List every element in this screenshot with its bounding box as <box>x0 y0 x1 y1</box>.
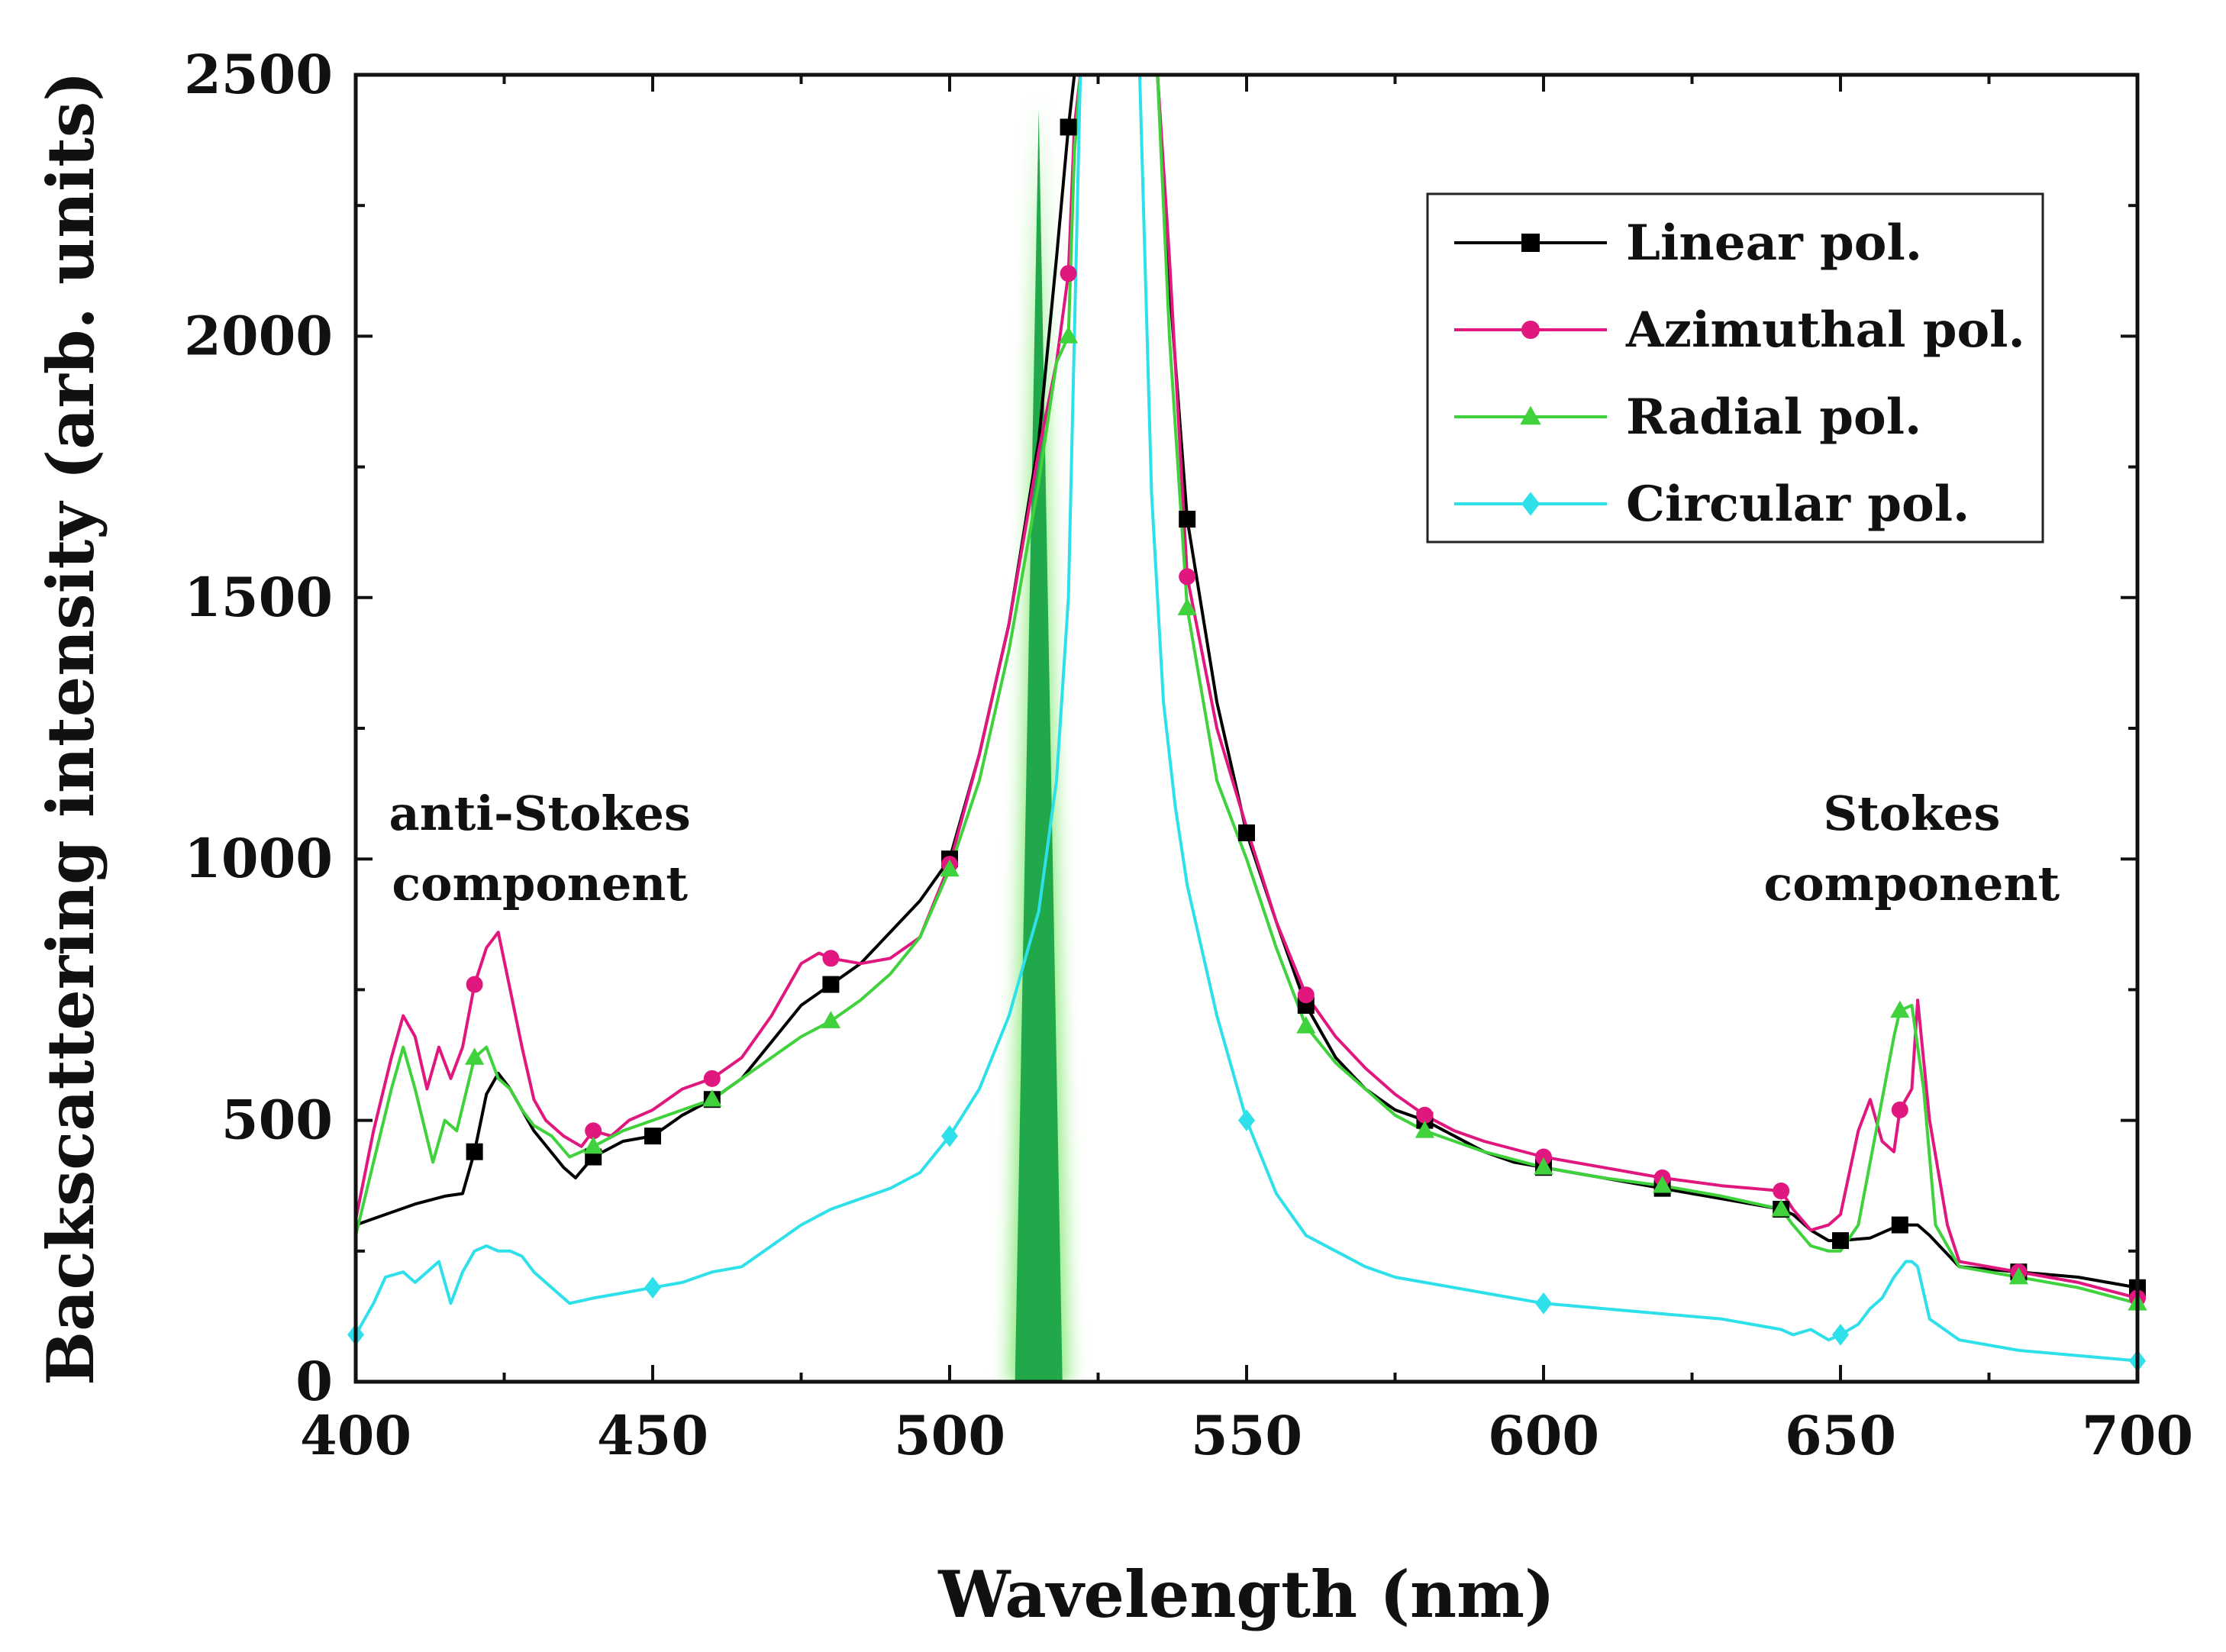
x-tick-label: 400 <box>300 1404 411 1467</box>
series-2-marker <box>1415 1121 1435 1138</box>
series-2-marker <box>1058 326 1079 344</box>
series-1-marker <box>466 976 483 993</box>
series-2-marker <box>1652 1176 1673 1193</box>
series-2-marker <box>702 1089 722 1107</box>
y-tick-label: 500 <box>221 1089 333 1152</box>
axis-ticks: 400 450 500 550 600 650 700 0 500 1000 1500 2000 250… <box>184 43 2193 1467</box>
series-3-marker <box>1238 1109 1255 1131</box>
x-tick-label: 550 <box>1191 1404 1302 1467</box>
annotations: anti-Stokes component Stokes component <box>389 786 2060 912</box>
series-1-marker <box>1297 986 1315 1004</box>
annotation-line: component <box>1764 856 2060 912</box>
x-tick-label: 700 <box>2082 1404 2193 1467</box>
series-3-marker <box>644 1276 661 1299</box>
legend: Linear pol. Azimuthal pol. Radial pol. Circ… <box>1426 192 2044 544</box>
series-3-marker <box>1832 1324 1849 1346</box>
legend-marker <box>1520 405 1541 425</box>
annotation-line: Stokes <box>1823 786 2000 841</box>
series-1-marker <box>1416 1106 1434 1124</box>
excitation-band-peak <box>1015 109 1063 1382</box>
y-tick-label: 0 <box>295 1350 333 1413</box>
series-0-marker <box>1179 511 1196 528</box>
x-axis-title: Wavelength (nm) <box>937 1557 1554 1632</box>
legend-label: Linear pol. <box>1626 215 1922 272</box>
series-1-marker <box>585 1122 602 1140</box>
legend-marker <box>1521 492 1540 516</box>
series-2-marker <box>583 1136 603 1154</box>
y-tick-label: 1000 <box>184 827 333 890</box>
legend-label: Azimuthal pol. <box>1625 302 2025 359</box>
legend-marker <box>1521 234 1540 252</box>
y-tick-label: 2000 <box>184 304 333 367</box>
series-0-marker <box>1832 1232 1849 1250</box>
y-tick-label: 1500 <box>184 566 333 629</box>
annotation-stokes: Stokes component <box>1764 786 2060 912</box>
series-0-marker <box>466 1143 483 1160</box>
series-line-2 <box>356 75 2137 1305</box>
x-tick-label: 650 <box>1785 1404 1896 1467</box>
series-0-marker <box>1060 118 1077 136</box>
series-0-marker <box>1238 824 1255 841</box>
x-tick-label: 500 <box>894 1404 1005 1467</box>
series-2-marker <box>1296 1016 1316 1034</box>
series-1-marker <box>822 950 840 967</box>
series-1-marker <box>1060 265 1077 282</box>
series-1-marker <box>703 1070 721 1087</box>
x-tick-label: 600 <box>1488 1404 1599 1467</box>
annotation-anti-stokes: anti-Stokes component <box>389 786 691 912</box>
series-0-marker <box>1891 1216 1908 1234</box>
series-2-marker <box>1177 598 1197 615</box>
series-0-marker <box>644 1128 661 1145</box>
x-tick-label: 450 <box>597 1404 708 1467</box>
annotation-line: anti-Stokes <box>389 786 691 841</box>
series-2-marker <box>464 1047 485 1065</box>
series-1-marker <box>1535 1148 1552 1166</box>
legend-label: Circular pol. <box>1626 476 1970 533</box>
annotation-line: component <box>392 856 688 912</box>
marker-layer <box>347 118 2147 1372</box>
series-0-marker <box>822 976 840 993</box>
series-2-marker <box>821 1011 841 1028</box>
series-3-marker <box>941 1124 958 1147</box>
series-2-marker <box>1534 1157 1553 1175</box>
legend-label: Radial pol. <box>1626 389 1921 446</box>
series-1-marker <box>1891 1101 1908 1118</box>
series-2-marker <box>1890 1000 1910 1018</box>
y-tick-label: 2500 <box>184 43 333 106</box>
y-axis-title: Backscattering intensity (arb. units) <box>33 71 108 1386</box>
series-2-marker <box>1771 1199 1791 1217</box>
series-3-marker <box>1535 1292 1552 1315</box>
series-1-marker <box>1773 1183 1790 1200</box>
excitation-band <box>1008 94 1069 1382</box>
legend-marker <box>1521 321 1540 339</box>
series-1-marker <box>1179 568 1196 586</box>
series-2-marker <box>940 859 960 877</box>
series-2-marker <box>2008 1266 2029 1285</box>
